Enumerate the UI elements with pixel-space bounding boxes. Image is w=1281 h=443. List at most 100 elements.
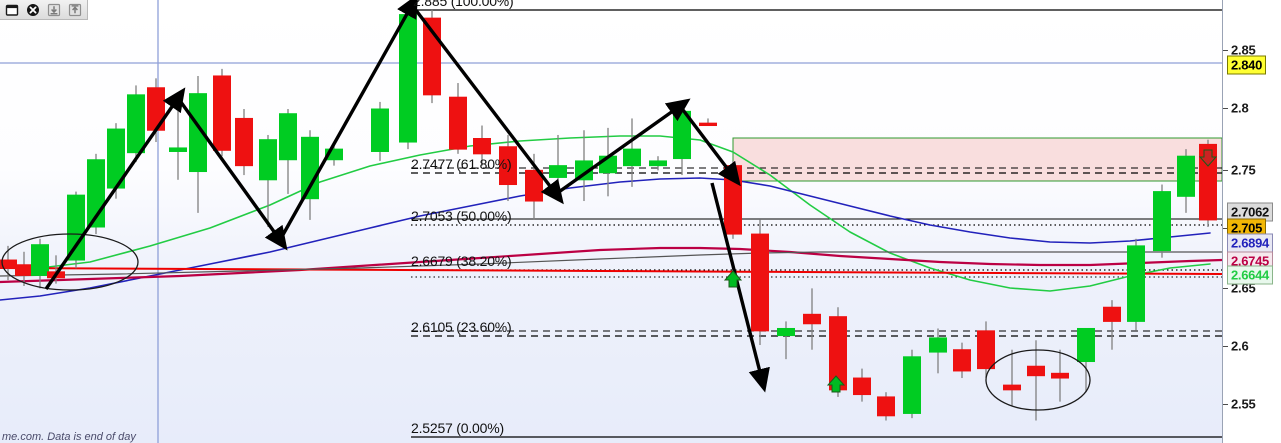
annotation-ellipse-left[interactable] — [1, 233, 139, 291]
candle-body — [213, 75, 231, 151]
candle-body — [189, 93, 207, 173]
candle[interactable] — [1177, 149, 1195, 213]
chart-canvas — [0, 0, 1222, 443]
trend-up-1[interactable] — [44, 87, 186, 290]
candle-body — [0, 259, 17, 269]
axis-tickmark — [1223, 170, 1228, 171]
candle[interactable] — [751, 219, 769, 345]
candle[interactable] — [189, 75, 207, 213]
fib-label-5: 2.5257 (0.00%) — [411, 420, 504, 436]
ma-gold-price-label[interactable]: 2.705 — [1227, 218, 1267, 238]
candle[interactable] — [649, 156, 667, 171]
fib-label-2: 2.7053 (50.00%) — [411, 208, 512, 224]
candle-body — [31, 244, 49, 276]
candle[interactable] — [724, 160, 742, 239]
crosshair-price-label[interactable]: 2.840 — [1227, 55, 1267, 75]
candle-body — [623, 148, 641, 167]
candle[interactable] — [953, 342, 971, 379]
sell-arrow-1[interactable] — [1198, 149, 1218, 167]
candle-body — [499, 146, 517, 186]
candle[interactable] — [1027, 340, 1045, 421]
candle[interactable] — [127, 85, 145, 163]
trend-down-1[interactable] — [176, 97, 288, 251]
axis-tick-label: 2.75 — [1231, 162, 1256, 178]
candle[interactable] — [699, 118, 717, 127]
resistance-zone[interactable] — [732, 137, 1222, 182]
candle-body — [699, 122, 717, 127]
candle[interactable] — [67, 191, 85, 269]
candle[interactable] — [87, 153, 105, 235]
candle-body — [1103, 306, 1121, 322]
candle[interactable] — [1051, 349, 1069, 402]
ma-crimson[interactable] — [0, 246, 1222, 284]
candle[interactable] — [575, 130, 593, 202]
candle[interactable] — [301, 130, 319, 220]
candle[interactable] — [169, 109, 187, 180]
candle-body — [15, 264, 33, 276]
load-up-icon[interactable] — [65, 1, 84, 18]
candle[interactable] — [853, 368, 871, 402]
trend-up-2[interactable] — [278, 0, 419, 241]
trend-up-3[interactable] — [555, 98, 691, 196]
trend-down-3[interactable] — [678, 104, 741, 187]
candle[interactable] — [449, 83, 467, 154]
candle-body — [649, 160, 667, 167]
buy-arrow-2[interactable] — [826, 375, 846, 393]
candle[interactable] — [399, 7, 417, 150]
candle-body — [1127, 245, 1145, 322]
ma-blue-slow[interactable] — [0, 177, 1211, 301]
candle[interactable] — [371, 101, 389, 161]
annotation-ellipse-right[interactable] — [985, 349, 1091, 411]
fib-label-3: 2.6679 (38.20%) — [411, 253, 512, 269]
ma-green-price-label[interactable]: 2.6644 — [1227, 265, 1273, 285]
candle-body — [235, 117, 253, 167]
candle-body — [751, 233, 769, 332]
candle[interactable] — [213, 68, 231, 157]
candle[interactable] — [1127, 238, 1145, 331]
candle[interactable] — [31, 238, 49, 289]
price-axis[interactable]: 2.852.82.752.72.652.62.55 2.8402.70622.7… — [1222, 0, 1281, 443]
ma-red-flat[interactable] — [0, 267, 1222, 275]
fib-label-0: 2.885 (100.00%) — [413, 0, 514, 9]
chart-toolbar[interactable] — [0, 0, 88, 20]
axis-tick-label: 2.8 — [1231, 100, 1249, 116]
candle-body — [449, 96, 467, 150]
candle[interactable] — [877, 392, 895, 421]
save-down-icon[interactable] — [44, 1, 63, 18]
candle[interactable] — [777, 321, 795, 360]
axis-tickmark — [1223, 50, 1228, 51]
last-price-label[interactable]: 2.7062 — [1227, 202, 1273, 222]
data-source-note: me.com. Data is end of day — [2, 431, 136, 443]
candle[interactable] — [673, 101, 691, 176]
candle-body — [259, 139, 277, 181]
candle-body — [1051, 372, 1069, 379]
candle[interactable] — [325, 144, 343, 166]
candle[interactable] — [1077, 327, 1095, 393]
candle[interactable] — [1103, 300, 1121, 350]
close-icon[interactable] — [23, 1, 42, 18]
candle-body — [903, 356, 921, 414]
candle[interactable] — [473, 125, 491, 166]
candle[interactable] — [623, 118, 641, 187]
buy-arrow-1[interactable] — [723, 270, 743, 288]
trend-down-2[interactable] — [410, 3, 564, 205]
candle[interactable] — [803, 288, 821, 350]
new-window-icon[interactable] — [2, 1, 21, 18]
candle[interactable] — [929, 328, 947, 374]
candle[interactable] — [499, 134, 517, 202]
ma-gray[interactable] — [0, 251, 1222, 277]
candle-body — [803, 313, 821, 325]
candle[interactable] — [977, 321, 995, 379]
candle[interactable] — [259, 134, 277, 227]
candle[interactable] — [279, 109, 297, 194]
candle[interactable] — [1153, 184, 1171, 258]
candle-body — [777, 327, 795, 337]
candle[interactable] — [235, 109, 253, 176]
candle-body — [977, 330, 995, 370]
candle[interactable] — [1003, 349, 1021, 407]
candle-body — [853, 377, 871, 396]
chart-plot-area[interactable]: 2.885 (100.00%) 2.7477 (61.80%) 2.7053 (50… — [0, 0, 1222, 443]
ma-blue-price-label[interactable]: 2.6894 — [1227, 233, 1273, 253]
candle[interactable] — [903, 349, 921, 419]
